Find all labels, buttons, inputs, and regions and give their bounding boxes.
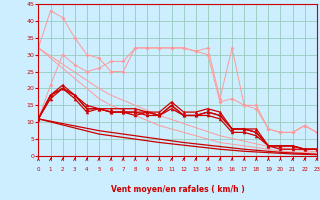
X-axis label: Vent moyen/en rafales ( km/h ): Vent moyen/en rafales ( km/h ) bbox=[111, 185, 244, 194]
